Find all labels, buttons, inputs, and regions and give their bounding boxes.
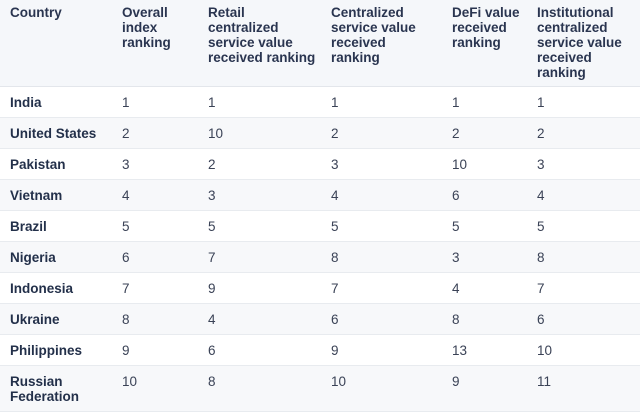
cell-institutional-ranking: 5 (527, 210, 640, 242)
table-row: Russian Federation 10 8 10 9 11 (0, 365, 640, 412)
cell-overall-index-ranking: 5 (112, 210, 198, 242)
cell-country: Pakistan (0, 148, 112, 180)
cell-country: United States (0, 117, 112, 149)
cell-retail-centralized-ranking: 4 (198, 303, 321, 335)
cell-institutional-ranking: 8 (527, 241, 640, 273)
header-institutional-ranking: Institutional centralized service value … (527, 0, 640, 87)
cell-defi-ranking: 10 (442, 148, 527, 180)
cell-overall-index-ranking: 7 (112, 272, 198, 304)
cell-country: Ukraine (0, 303, 112, 335)
cell-defi-ranking: 5 (442, 210, 527, 242)
cell-institutional-ranking: 2 (527, 117, 640, 149)
cell-overall-index-ranking: 6 (112, 241, 198, 273)
cell-retail-centralized-ranking: 9 (198, 272, 321, 304)
table-row: Philippines 9 6 9 13 10 (0, 334, 640, 366)
cell-overall-index-ranking: 1 (112, 86, 198, 118)
cell-retail-centralized-ranking: 7 (198, 241, 321, 273)
cell-centralized-service-ranking: 10 (321, 365, 442, 412)
cell-institutional-ranking: 3 (527, 148, 640, 180)
cell-country: Nigeria (0, 241, 112, 273)
cell-country: Philippines (0, 334, 112, 366)
table-body: India 1 1 1 1 1 United States 2 10 2 2 2 Pakistan 3 2 3… (0, 86, 640, 412)
cell-institutional-ranking: 10 (527, 334, 640, 366)
cell-defi-ranking: 3 (442, 241, 527, 273)
cell-institutional-ranking: 6 (527, 303, 640, 335)
header-overall-index-ranking: Overall index ranking (112, 0, 198, 87)
cell-retail-centralized-ranking: 5 (198, 210, 321, 242)
cell-retail-centralized-ranking: 8 (198, 365, 321, 412)
table-row: India 1 1 1 1 1 (0, 86, 640, 118)
cell-retail-centralized-ranking: 10 (198, 117, 321, 149)
cell-centralized-service-ranking: 6 (321, 303, 442, 335)
cell-country: Indonesia (0, 272, 112, 304)
cell-centralized-service-ranking: 1 (321, 86, 442, 118)
table-row: Pakistan 3 2 3 10 3 (0, 148, 640, 180)
cell-centralized-service-ranking: 7 (321, 272, 442, 304)
cell-country: Brazil (0, 210, 112, 242)
cell-country: Vietnam (0, 179, 112, 211)
cell-centralized-service-ranking: 8 (321, 241, 442, 273)
cell-institutional-ranking: 1 (527, 86, 640, 118)
cell-defi-ranking: 2 (442, 117, 527, 149)
cell-defi-ranking: 13 (442, 334, 527, 366)
cell-centralized-service-ranking: 9 (321, 334, 442, 366)
cell-retail-centralized-ranking: 1 (198, 86, 321, 118)
cell-defi-ranking: 6 (442, 179, 527, 211)
cell-institutional-ranking: 7 (527, 272, 640, 304)
cell-overall-index-ranking: 3 (112, 148, 198, 180)
cell-centralized-service-ranking: 4 (321, 179, 442, 211)
cell-country: India (0, 86, 112, 118)
cell-institutional-ranking: 11 (527, 365, 640, 412)
cell-defi-ranking: 1 (442, 86, 527, 118)
cell-defi-ranking: 9 (442, 365, 527, 412)
cell-country: Russian Federation (0, 365, 112, 412)
header-row: Country Overall index ranking Retail cen… (0, 0, 640, 87)
cell-overall-index-ranking: 8 (112, 303, 198, 335)
cell-retail-centralized-ranking: 2 (198, 148, 321, 180)
cell-centralized-service-ranking: 3 (321, 148, 442, 180)
cell-centralized-service-ranking: 5 (321, 210, 442, 242)
table-header: Country Overall index ranking Retail cen… (0, 0, 640, 87)
cell-retail-centralized-ranking: 3 (198, 179, 321, 211)
cell-overall-index-ranking: 2 (112, 117, 198, 149)
table-row: Vietnam 4 3 4 6 4 (0, 179, 640, 211)
header-retail-centralized-ranking: Retail centralized service value receive… (198, 0, 321, 87)
table-row: Indonesia 7 9 7 4 7 (0, 272, 640, 304)
cell-overall-index-ranking: 9 (112, 334, 198, 366)
cell-overall-index-ranking: 4 (112, 179, 198, 211)
header-country: Country (0, 0, 112, 87)
header-centralized-service-ranking: Centralized service value received ranki… (321, 0, 442, 87)
table-row: Ukraine 8 4 6 8 6 (0, 303, 640, 335)
cell-retail-centralized-ranking: 6 (198, 334, 321, 366)
cell-defi-ranking: 8 (442, 303, 527, 335)
cell-centralized-service-ranking: 2 (321, 117, 442, 149)
table-row: Nigeria 6 7 8 3 8 (0, 241, 640, 273)
table-row: Brazil 5 5 5 5 5 (0, 210, 640, 242)
cell-institutional-ranking: 4 (527, 179, 640, 211)
header-defi-ranking: DeFi value received ranking (442, 0, 527, 87)
table-row: United States 2 10 2 2 2 (0, 117, 640, 149)
cell-overall-index-ranking: 10 (112, 365, 198, 412)
cell-defi-ranking: 4 (442, 272, 527, 304)
